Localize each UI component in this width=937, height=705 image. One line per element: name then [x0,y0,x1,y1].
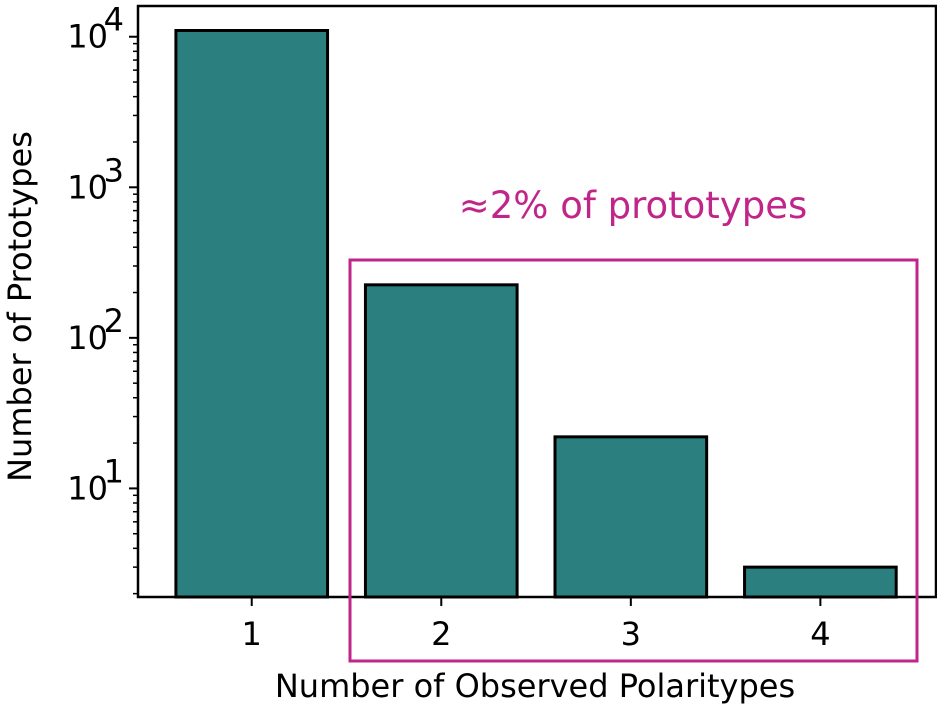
x-tick-label: 4 [810,615,830,653]
x-tick-label: 2 [431,615,451,653]
plot-frame [136,4,937,599]
x-tick-label: 1 [242,615,262,653]
bar-1 [174,29,330,599]
y-tick-exponent: 3 [104,151,124,189]
bar-3 [553,435,709,599]
y-tick-label: 10 [67,18,108,56]
y-tick-label: 10 [67,469,108,507]
y-tick-exponent: 4 [104,1,124,39]
y-tick-exponent: 1 [104,452,124,490]
y-tick-exponent: 2 [104,302,124,340]
x-axis-label: Number of Observed Polaritypes [275,667,795,705]
x-axis-ticks: 1 2 3 4 [242,597,831,653]
x-tick-label: 3 [621,615,641,653]
y-tick-label: 10 [67,168,108,206]
y-axis-label: Number of Prototypes [1,131,39,482]
bar-4 [743,565,898,599]
highlight-box [348,258,919,663]
annotation-label: ≈2% of prototypes [459,184,807,227]
bar-2 [363,283,519,599]
bars-group [174,29,898,599]
y-tick-label: 10 [67,319,108,357]
